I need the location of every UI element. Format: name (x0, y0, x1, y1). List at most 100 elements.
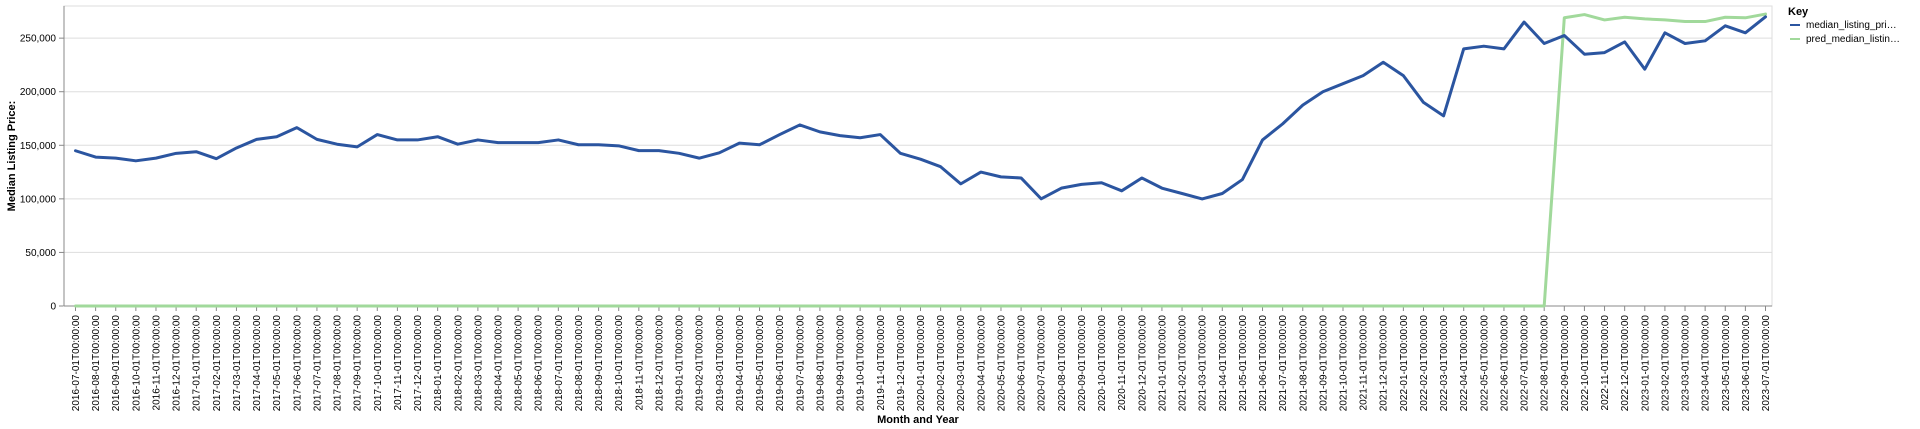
x-tick-label: 2019-10-01T00:00:00 (856, 315, 867, 412)
x-tick-label: 2017-03-01T00:00:00 (232, 315, 243, 412)
x-tick-label: 2018-12-01T00:00:00 (654, 315, 665, 412)
y-tick-label: 150,000 (20, 141, 57, 152)
x-tick-label: 2020-07-01T00:00:00 (1037, 315, 1048, 412)
x-tick-label: 2018-11-01T00:00:00 (634, 315, 645, 411)
x-tick-label: 2018-06-01T00:00:00 (534, 315, 545, 412)
x-tick-label: 2022-06-01T00:00:00 (1499, 315, 1510, 412)
x-tick-label: 2022-08-01T00:00:00 (1540, 315, 1551, 412)
grid-lines (64, 37, 1772, 307)
x-tick-label: 2020-04-01T00:00:00 (976, 315, 987, 412)
x-tick-label: 2019-05-01T00:00:00 (755, 315, 766, 412)
x-tick-label: 2017-11-01T00:00:00 (393, 315, 404, 411)
x-tick-label: 2019-07-01T00:00:00 (795, 315, 806, 412)
x-tick-label: 2023-01-01T00:00:00 (1640, 315, 1651, 412)
x-tick-label: 2018-03-01T00:00:00 (473, 315, 484, 412)
x-tick-label: 2021-03-01T00:00:00 (1198, 315, 1209, 412)
x-tick-label: 2017-10-01T00:00:00 (373, 315, 384, 412)
x-tick-label: 2017-12-01T00:00:00 (413, 315, 424, 412)
legend-entry-label: pred_median_listin… (1806, 34, 1900, 45)
x-tick-label: 2020-05-01T00:00:00 (996, 315, 1007, 412)
x-tick-label: 2017-06-01T00:00:00 (292, 315, 303, 412)
x-tick-label: 2017-09-01T00:00:00 (353, 315, 364, 412)
legend-title: Key (1788, 6, 1809, 18)
x-tick-label: 2021-01-01T00:00:00 (1157, 315, 1168, 412)
y-tick-label: 100,000 (20, 194, 57, 205)
x-tick-label: 2022-01-01T00:00:00 (1399, 315, 1410, 412)
x-tick-label: 2018-05-01T00:00:00 (514, 315, 525, 412)
x-tick-label: 2020-03-01T00:00:00 (956, 315, 967, 412)
y-tick-label: 200,000 (20, 87, 57, 98)
x-tick-label: 2016-12-01T00:00:00 (172, 315, 183, 412)
x-tick-label: 2023-03-01T00:00:00 (1681, 315, 1692, 412)
series-line-0 (74, 15, 1767, 201)
y-tick-label: 250,000 (20, 34, 57, 45)
x-tick-label: 2018-09-01T00:00:00 (594, 315, 605, 412)
x-tick-label: 2017-01-01T00:00:00 (192, 315, 203, 412)
x-tick-label: 2023-07-01T00:00:00 (1761, 315, 1772, 412)
x-tick-label: 2016-09-01T00:00:00 (111, 315, 122, 412)
y-tick-label: 0 (50, 302, 56, 313)
x-tick-label: 2022-05-01T00:00:00 (1479, 315, 1490, 412)
x-tick-label: 2023-02-01T00:00:00 (1660, 315, 1671, 412)
x-tick-label: 2016-07-01T00:00:00 (71, 315, 82, 412)
x-tick-label: 2016-10-01T00:00:00 (131, 315, 142, 412)
x-tick-label: 2019-02-01T00:00:00 (695, 315, 706, 412)
x-tick-label: 2021-10-01T00:00:00 (1339, 315, 1350, 412)
x-tick-label: 2022-03-01T00:00:00 (1439, 315, 1450, 412)
y-tick-labels: 0 50,000 100,000 150,000 200,000 250,000 (20, 34, 57, 313)
x-tick-label: 2020-01-01T00:00:00 (916, 315, 927, 412)
x-tick-label: 2021-09-01T00:00:00 (1318, 315, 1329, 412)
x-tick-label: 2017-02-01T00:00:00 (212, 315, 223, 412)
x-tick-label: 2021-04-01T00:00:00 (1218, 315, 1229, 412)
x-tick-label: 2016-11-01T00:00:00 (151, 315, 162, 411)
x-tick-label: 2020-08-01T00:00:00 (1057, 315, 1068, 412)
x-tick-label: 2022-04-01T00:00:00 (1459, 315, 1470, 412)
x-tick-label: 2022-07-01T00:00:00 (1520, 315, 1531, 412)
x-tick-label: 2021-05-01T00:00:00 (1238, 315, 1249, 412)
x-tick-label: 2021-08-01T00:00:00 (1298, 315, 1309, 412)
x-tick-label: 2021-07-01T00:00:00 (1278, 315, 1289, 412)
x-tick-label: 2020-02-01T00:00:00 (936, 315, 947, 412)
x-tick-label: 2019-04-01T00:00:00 (735, 315, 746, 412)
x-tick-label: 2019-06-01T00:00:00 (775, 315, 786, 412)
x-tick-label: 2022-09-01T00:00:00 (1560, 315, 1571, 412)
x-tick-label: 2018-10-01T00:00:00 (614, 315, 625, 412)
x-tick-label: 2021-02-01T00:00:00 (1178, 315, 1189, 412)
x-tick-label: 2022-12-01T00:00:00 (1620, 315, 1631, 412)
x-tick-label: 2017-07-01T00:00:00 (312, 315, 323, 412)
x-tick-label: 2022-11-01T00:00:00 (1600, 315, 1611, 411)
x-tick-label: 2018-08-01T00:00:00 (574, 315, 585, 412)
x-tick-label: 2016-08-01T00:00:00 (91, 315, 102, 412)
x-tick-label: 2017-04-01T00:00:00 (252, 315, 263, 412)
x-tick-label: 2018-01-01T00:00:00 (433, 315, 444, 412)
x-tick-label: 2019-09-01T00:00:00 (836, 315, 847, 412)
x-tick-label: 2018-02-01T00:00:00 (453, 315, 464, 412)
x-tick-label: 2023-05-01T00:00:00 (1721, 315, 1732, 412)
x-tick-label: 2021-06-01T00:00:00 (1258, 315, 1269, 412)
x-tick-label: 2021-12-01T00:00:00 (1379, 315, 1390, 412)
x-tick-label: 2019-01-01T00:00:00 (675, 315, 686, 412)
x-tick-label: 2023-06-01T00:00:00 (1741, 315, 1752, 412)
x-tick-label: 2022-02-01T00:00:00 (1419, 315, 1430, 412)
x-tick-label: 2020-10-01T00:00:00 (1097, 315, 1108, 412)
x-tick-label: 2018-07-01T00:00:00 (554, 315, 565, 412)
x-tick-label: 2018-04-01T00:00:00 (494, 315, 505, 412)
x-tick-label: 2019-12-01T00:00:00 (896, 315, 907, 412)
y-tick-label: 50,000 (25, 248, 56, 259)
x-tick-label: 2022-10-01T00:00:00 (1580, 315, 1591, 412)
x-axis-title: Month and Year (877, 414, 959, 426)
series-lines (74, 12, 1767, 308)
x-tick-label: 2017-08-01T00:00:00 (333, 315, 344, 412)
legend: Key median_listing_pri… pred_median_listi… (1788, 6, 1900, 45)
legend-entry-label: median_listing_pri… (1806, 20, 1897, 31)
plot-frame (63, 5, 1773, 307)
x-tick-label: 2020-12-01T00:00:00 (1137, 315, 1148, 412)
x-tick-label: 2019-03-01T00:00:00 (715, 315, 726, 412)
x-tick-label: 2021-11-01T00:00:00 (1359, 315, 1370, 411)
x-tick-label: 2017-05-01T00:00:00 (272, 315, 283, 412)
x-tick-label: 2020-11-01T00:00:00 (1117, 315, 1128, 411)
x-tick-label: 2019-08-01T00:00:00 (815, 315, 826, 412)
x-tick-labels: 2016-07-01T00:00:00 2016-08-01T00:00:00 20… (71, 315, 1772, 412)
x-tick-label: 2023-04-01T00:00:00 (1701, 315, 1712, 412)
